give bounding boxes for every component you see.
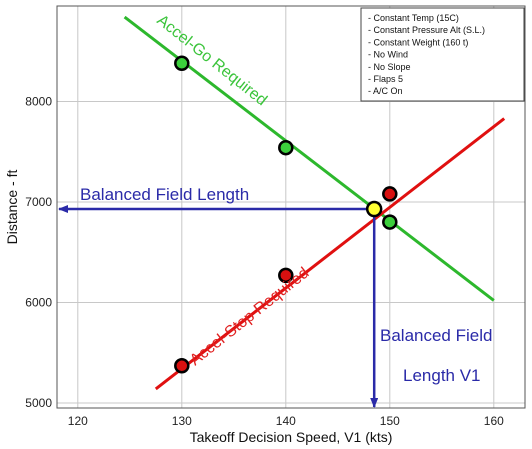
x-tick-label: 130 xyxy=(172,414,192,428)
condition-item: - Flaps 5 xyxy=(368,74,403,84)
x-axis-title: Takeoff Decision Speed, V1 (kts) xyxy=(190,429,393,445)
x-tick-label: 140 xyxy=(276,414,296,428)
y-tick-label: 8000 xyxy=(25,94,52,108)
accel-go-data-point xyxy=(174,55,190,72)
accel-go-data-point xyxy=(382,214,398,230)
conditions-legend: - Constant Temp (15C) - Constant Pressure… xyxy=(360,7,525,102)
x-tick-label: 150 xyxy=(380,414,400,428)
balanced-field-v1-label-line1: Balanced Field xyxy=(380,326,492,345)
x-tick-label: 120 xyxy=(68,414,88,428)
accel-stop-series-line xyxy=(154,117,506,391)
condition-item: - No Slope xyxy=(368,62,411,72)
condition-item: - Constant Temp (15C) xyxy=(368,13,459,23)
condition-item: - No Wind xyxy=(368,50,408,60)
condition-item: - Constant Weight (160 t) xyxy=(368,37,468,47)
accel-go-data-point xyxy=(278,139,294,156)
balanced-field-v1-label-line2: Length V1 xyxy=(403,366,481,385)
series-points xyxy=(174,55,398,374)
y-tick-labels: 5000 6000 7000 8000 xyxy=(25,94,52,410)
y-axis-title: Distance - ft xyxy=(4,170,20,245)
balanced-field-arrows xyxy=(58,205,379,408)
accel-stop-data-point xyxy=(382,186,398,202)
x-tick-labels: 120 130 140 150 160 xyxy=(68,414,504,428)
accel-stop-data-point xyxy=(278,267,294,284)
y-tick-label: 5000 xyxy=(25,396,52,410)
balanced-field-point xyxy=(365,200,383,218)
conditions-list: - Constant Temp (15C) - Constant Pressure… xyxy=(368,13,485,96)
condition-item: - A/C On xyxy=(368,86,403,96)
accel-stop-data-point xyxy=(174,358,190,374)
condition-item: - Constant Pressure Alt (S.L.) xyxy=(368,25,485,35)
plot-frame xyxy=(56,5,526,409)
y-tick-label: 7000 xyxy=(25,195,52,209)
y-tick-label: 6000 xyxy=(25,295,52,309)
balanced-field-length-label: Balanced Field Length xyxy=(80,185,249,204)
x-tick-label: 160 xyxy=(484,414,504,428)
conditions-box xyxy=(360,7,525,102)
